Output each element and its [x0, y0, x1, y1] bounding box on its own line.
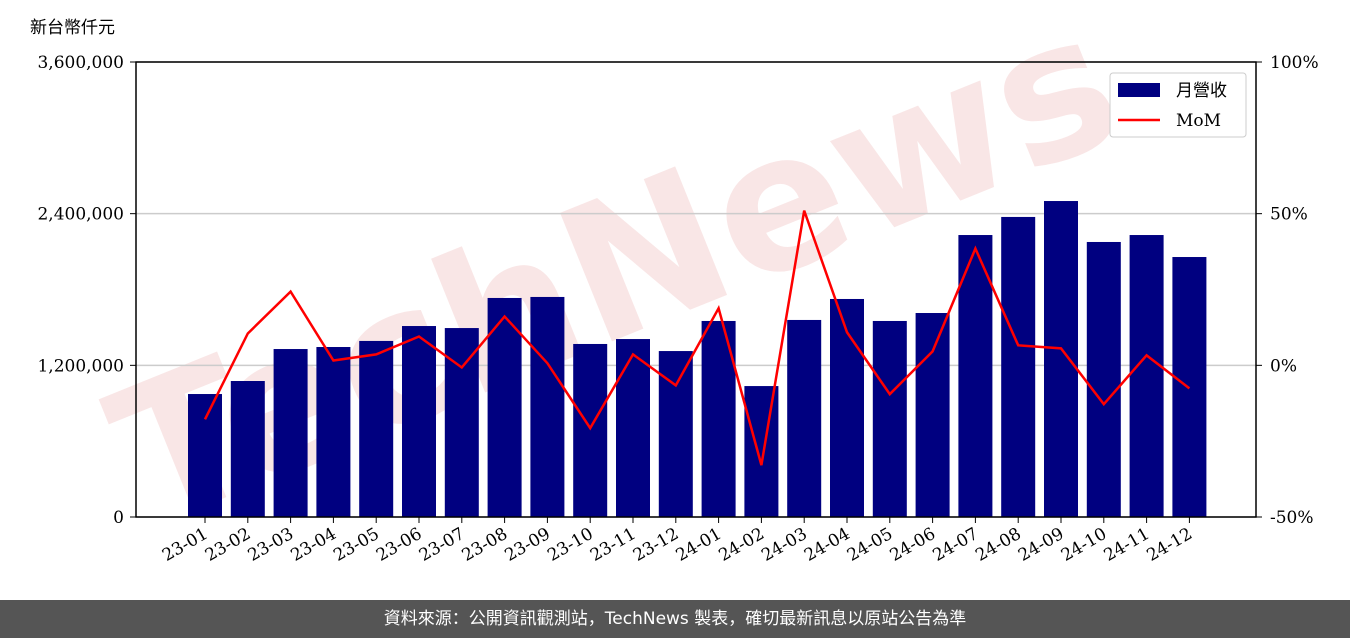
y-tick-label: 1,200,000	[37, 356, 124, 376]
bar	[487, 297, 522, 517]
y-tick-label: 2,400,000	[37, 205, 124, 225]
x-tick-label: 24-09	[1015, 524, 1067, 566]
bar	[915, 313, 950, 517]
x-tick-label: 23-04	[287, 524, 339, 566]
bar	[830, 298, 864, 517]
x-tick-label: 24-01	[673, 524, 725, 566]
bar	[273, 349, 308, 517]
plot-frame	[135, 61, 1257, 518]
bar	[658, 351, 693, 517]
x-tick-label: 24-06	[887, 524, 939, 566]
x-tick-label: 23-05	[330, 524, 382, 566]
y2-tick-label: 100%	[1270, 53, 1319, 73]
y-tick-label: 0	[113, 508, 124, 528]
x-tick-label: 24-04	[801, 524, 853, 566]
bar	[359, 340, 394, 517]
chart: TechNews 新台幣仟元 01,200,0002,400,0003,600,…	[30, 0, 1319, 570]
bar	[444, 328, 479, 517]
legend-swatch	[1118, 83, 1160, 97]
x-tick-label: 23-12	[630, 524, 682, 566]
bar	[1044, 201, 1078, 517]
x-tick-label: 23-08	[459, 524, 511, 566]
footer: 資料來源：公開資訊觀測站，TechNews 製表，確切最新訊息以原站公告為準	[0, 600, 1350, 638]
x-tick-label: 24-10	[1058, 524, 1110, 566]
y-tick-label: 3,600,000	[37, 53, 124, 73]
y2-tick-label: 0%	[1270, 356, 1297, 376]
x-tick-label: 24-08	[972, 524, 1024, 566]
x-tick-label: 24-03	[758, 524, 810, 566]
bar	[958, 235, 993, 518]
bar	[573, 343, 608, 517]
bar	[1129, 235, 1164, 518]
bar	[1086, 241, 1121, 517]
y-axis-label: 新台幣仟元	[30, 18, 115, 38]
x-tick-label: 24-07	[929, 524, 981, 566]
bar	[744, 386, 779, 517]
legend-label: MoM	[1176, 111, 1221, 131]
line	[203, 210, 1191, 466]
bar	[787, 319, 822, 517]
bar	[188, 394, 222, 517]
bar	[530, 296, 565, 517]
x-tick-label: 23-06	[373, 524, 425, 566]
x-tick-label: 24-02	[715, 524, 767, 566]
y2-tick-label: -50%	[1270, 508, 1314, 528]
bar	[1001, 216, 1036, 518]
y2-tick-label: 50%	[1270, 205, 1308, 225]
bar	[616, 339, 650, 517]
bar	[230, 381, 265, 517]
bar	[872, 320, 907, 517]
x-tick-label: 24-05	[844, 524, 896, 566]
x-tick-label: 23-10	[544, 524, 596, 566]
x-tick-label: 23-11	[587, 524, 639, 566]
legend-label: 月營收	[1176, 81, 1227, 101]
bar	[316, 347, 351, 517]
x-tick-label: 24-12	[1143, 524, 1195, 566]
x-tick-label: 23-09	[501, 524, 553, 566]
x-tick-label: 23-07	[416, 524, 468, 566]
bar	[402, 326, 436, 517]
x-tick-label: 24-11	[1101, 524, 1153, 566]
